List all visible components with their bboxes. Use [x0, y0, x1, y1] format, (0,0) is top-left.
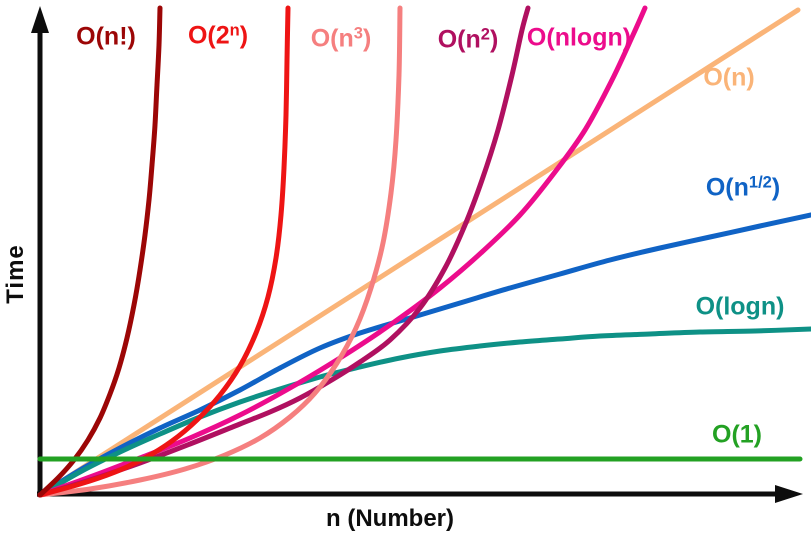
y-axis-arrow-icon: [31, 6, 49, 33]
curve-label-sqrt: O(n1/2): [705, 173, 781, 202]
curve-label-nlogn: O(nlogn): [526, 23, 632, 52]
curve-sqrt: [37, 212, 811, 498]
curve-label-log: O(logn): [695, 292, 785, 321]
curve-label-exponential: O(2n): [187, 21, 249, 50]
curve-linear: [37, 7, 801, 498]
curve-label-quadratic: O(n2): [437, 25, 499, 54]
curve-label-linear: O(n): [703, 63, 755, 92]
curve-label-cubic: O(n3): [310, 24, 372, 53]
curve-label-factorial: O(n!): [76, 22, 136, 51]
curve-factorial: [37, 5, 163, 498]
curve-nlogn: [37, 5, 648, 498]
curve-label-constant: O(1): [712, 420, 762, 449]
x-axis-label: n (Number): [326, 505, 454, 532]
y-axis-label: Time: [2, 244, 29, 304]
curve-cubic: [37, 5, 403, 498]
curve-log: [37, 326, 811, 498]
x-axis-arrow-icon: [775, 485, 803, 503]
curve-quadratic: [37, 5, 531, 498]
curve-exponential: [37, 5, 291, 498]
